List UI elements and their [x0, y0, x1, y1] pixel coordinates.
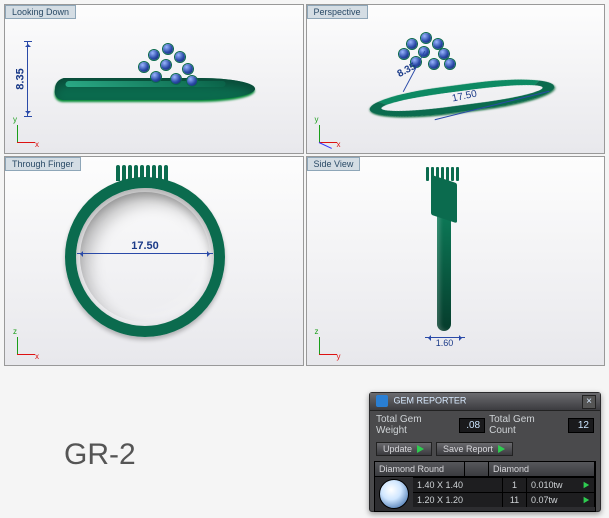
total-count-label: Total Gem Count	[489, 414, 564, 436]
cell-size: 1.40 X 1.40	[413, 478, 503, 492]
col-size[interactable]: Diamond Round	[375, 462, 465, 476]
cell-weight: 0.010tw	[527, 478, 595, 492]
bottom-area: GR-2 GEM REPORTER × Total Gem Weight .08…	[4, 372, 605, 514]
panel-title: GEM REPORTER	[394, 395, 467, 405]
table-row[interactable]: 1.40 X 1.40 1 0.010tw	[413, 477, 595, 492]
totals-row: Total Gem Weight .08 Total Gem Count 12	[370, 411, 600, 439]
total-weight-value[interactable]: .08	[459, 418, 485, 433]
gem-thumbnail	[379, 479, 409, 509]
gem-icon	[376, 395, 388, 407]
actions-row: Update Save Report	[370, 439, 600, 459]
total-weight-label: Total Gem Weight	[376, 414, 455, 436]
axis-gizmo: y x	[13, 119, 41, 147]
viewport-title: Looking Down	[5, 5, 76, 19]
play-icon[interactable]	[582, 496, 590, 504]
dimension-value: 17.50	[451, 89, 478, 105]
save-report-button[interactable]: Save Report	[436, 442, 513, 456]
dimension-value: 17.50	[131, 240, 159, 252]
play-icon[interactable]	[582, 481, 590, 489]
ring-render-side	[437, 181, 451, 331]
close-icon[interactable]: ×	[582, 395, 596, 409]
dimension-value: 1.60	[436, 338, 454, 348]
cell-weight: 0.07tw	[527, 493, 595, 507]
col-qty[interactable]	[465, 462, 489, 476]
cell-size: 1.20 X 1.20	[413, 493, 503, 507]
viewport-perspective[interactable]: Perspective 8.35 17.50	[306, 4, 606, 154]
viewport-title: Perspective	[307, 5, 368, 19]
cell-qty: 1	[503, 478, 527, 492]
ring-render-perspective: 8.35 17.50	[337, 25, 567, 145]
model-label: GR-2	[64, 438, 136, 472]
dimension-width: 1.60	[425, 337, 465, 348]
dimension-value: 8.35	[15, 68, 27, 89]
gem-reporter-panel[interactable]: GEM REPORTER × Total Gem Weight .08 Tota…	[369, 392, 601, 512]
play-icon	[496, 444, 506, 454]
dimension-height: 8.35	[27, 41, 43, 117]
col-weight[interactable]: Diamond	[489, 462, 595, 476]
viewport-side[interactable]: Side View 1.60 z y	[306, 156, 606, 366]
panel-header[interactable]: GEM REPORTER ×	[370, 393, 600, 411]
axis-gizmo: z y	[315, 331, 343, 359]
viewport-through-finger[interactable]: Through Finger 17.50 z x	[4, 156, 304, 366]
update-button[interactable]: Update	[376, 442, 432, 456]
viewport-grid: Looking Down 8.35 y x	[0, 0, 609, 366]
play-icon	[415, 444, 425, 454]
table-row[interactable]: 1.20 X 1.20 11 0.07tw	[413, 492, 595, 507]
dimension-diameter: 17.50	[77, 253, 213, 267]
gem-table: Diamond Round Diamond 1.40 X 1.40 1 0.01…	[374, 461, 596, 512]
dimension-group: 8.35 17.50	[397, 65, 547, 105]
viewport-looking-down[interactable]: Looking Down 8.35 y x	[4, 4, 304, 154]
table-header: Diamond Round Diamond	[375, 462, 595, 477]
axis-gizmo: y x	[315, 119, 343, 147]
total-count-value[interactable]: 12	[568, 418, 594, 433]
axis-gizmo: z x	[13, 331, 41, 359]
cell-qty: 11	[503, 493, 527, 507]
ring-render-top	[55, 50, 255, 120]
viewport-title: Side View	[307, 157, 361, 171]
viewport-title: Through Finger	[5, 157, 81, 171]
